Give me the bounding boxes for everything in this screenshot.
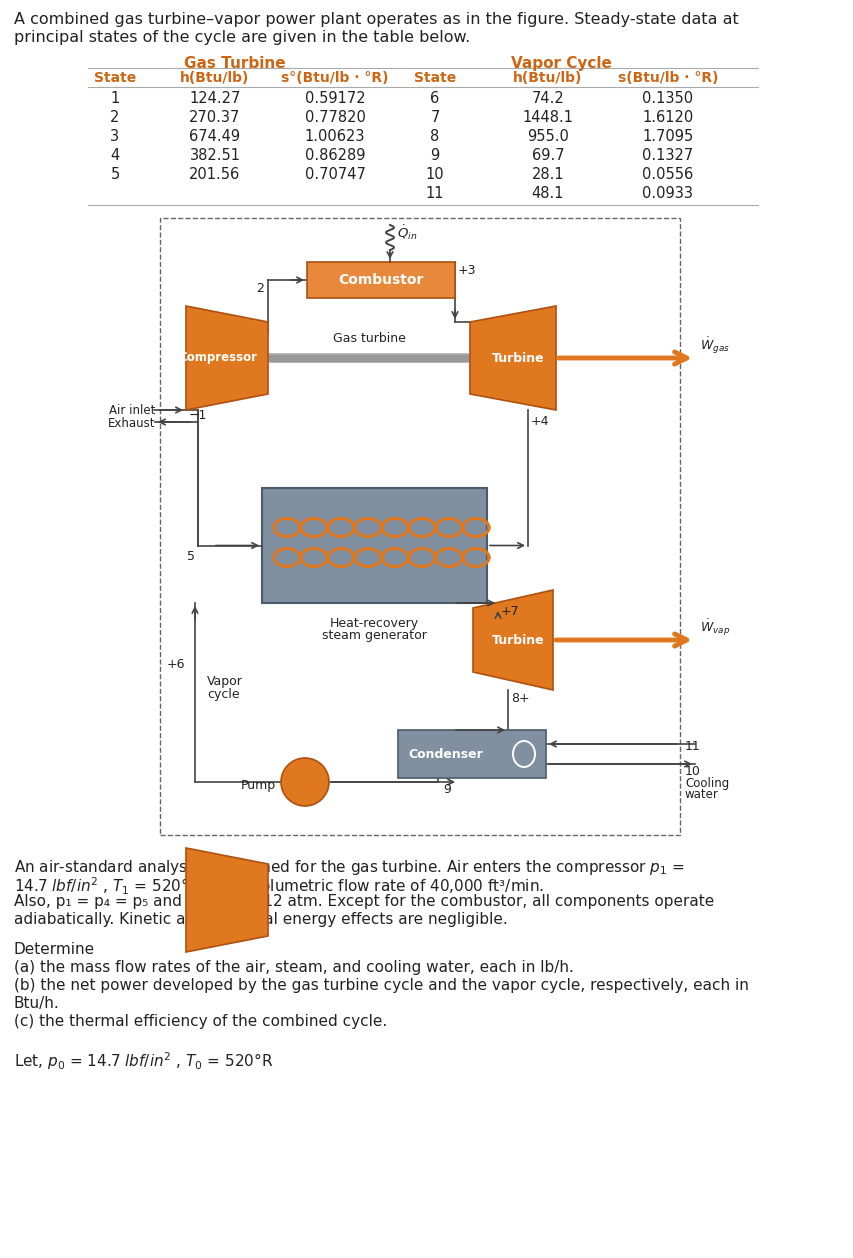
Text: (a) the mass flow rates of the air, steam, and cooling water, each in lb/h.: (a) the mass flow rates of the air, stea… bbox=[14, 960, 573, 975]
Text: Combustor: Combustor bbox=[338, 273, 423, 287]
Text: 7: 7 bbox=[430, 109, 439, 125]
Text: 0.0933: 0.0933 bbox=[641, 186, 693, 201]
Text: 270.37: 270.37 bbox=[189, 109, 241, 125]
Text: 28.1: 28.1 bbox=[531, 167, 564, 182]
Text: Condenser: Condenser bbox=[408, 747, 483, 761]
Text: 2: 2 bbox=[110, 109, 119, 125]
Text: 674.49: 674.49 bbox=[189, 130, 241, 143]
Text: 1448.1: 1448.1 bbox=[522, 109, 573, 125]
Text: 1.7095: 1.7095 bbox=[641, 130, 693, 143]
Text: 8+: 8+ bbox=[510, 692, 529, 704]
Text: 69.7: 69.7 bbox=[531, 148, 564, 164]
Text: 0.70747: 0.70747 bbox=[305, 167, 365, 182]
Text: 4: 4 bbox=[110, 148, 119, 164]
Polygon shape bbox=[473, 590, 553, 689]
Text: $\dot{W}_{vap}$: $\dot{W}_{vap}$ bbox=[699, 618, 729, 638]
FancyBboxPatch shape bbox=[397, 730, 545, 777]
Text: 11: 11 bbox=[684, 740, 700, 754]
Text: +3: +3 bbox=[457, 264, 476, 277]
Text: 9: 9 bbox=[430, 148, 439, 164]
Text: cycle: cycle bbox=[206, 688, 240, 701]
Text: 3: 3 bbox=[110, 130, 119, 143]
Text: h(Btu/lb): h(Btu/lb) bbox=[180, 70, 249, 86]
Text: Vapor Cycle: Vapor Cycle bbox=[510, 57, 612, 70]
Text: State: State bbox=[414, 70, 456, 86]
Text: 382.51: 382.51 bbox=[189, 148, 241, 164]
Text: Gas turbine: Gas turbine bbox=[332, 332, 405, 345]
Text: Also, p₁ = p₄ = p₅ and p₂ = p₃ = 12 atm. Except for the combustor, all component: Also, p₁ = p₄ = p₅ and p₂ = p₃ = 12 atm.… bbox=[14, 894, 713, 910]
FancyBboxPatch shape bbox=[262, 488, 486, 603]
Text: 9: 9 bbox=[443, 782, 450, 796]
Text: 5: 5 bbox=[187, 551, 194, 564]
Text: 10: 10 bbox=[425, 167, 444, 182]
Text: s°(Btu/lb · °R): s°(Btu/lb · °R) bbox=[281, 70, 388, 86]
Polygon shape bbox=[469, 306, 555, 410]
Text: 8: 8 bbox=[430, 130, 439, 143]
Text: 74.2: 74.2 bbox=[531, 91, 564, 106]
Text: 1: 1 bbox=[110, 91, 119, 106]
Polygon shape bbox=[186, 306, 268, 410]
Text: State: State bbox=[94, 70, 136, 86]
Text: 0.59172: 0.59172 bbox=[305, 91, 365, 106]
Text: 1.00623: 1.00623 bbox=[305, 130, 365, 143]
Text: adiabatically. Kinetic and potential energy effects are negligible.: adiabatically. Kinetic and potential ene… bbox=[14, 912, 508, 927]
Text: principal states of the cycle are given in the table below.: principal states of the cycle are given … bbox=[14, 30, 470, 45]
Text: 6: 6 bbox=[430, 91, 439, 106]
Text: Turbine: Turbine bbox=[491, 634, 543, 647]
Text: Determine: Determine bbox=[14, 942, 95, 957]
Text: 124.27: 124.27 bbox=[189, 91, 241, 106]
Text: 0.0556: 0.0556 bbox=[641, 167, 693, 182]
Text: 2: 2 bbox=[256, 282, 264, 294]
Text: 10: 10 bbox=[684, 765, 700, 777]
Text: A combined gas turbine–vapor power plant operates as in the figure. Steady-state: A combined gas turbine–vapor power plant… bbox=[14, 13, 738, 26]
Text: steam generator: steam generator bbox=[322, 629, 426, 642]
Text: 0.1327: 0.1327 bbox=[641, 148, 693, 164]
Text: Compressor: Compressor bbox=[178, 351, 258, 365]
Text: h(Btu/lb): h(Btu/lb) bbox=[513, 70, 582, 86]
Text: $\dot{W}_{gas}$: $\dot{W}_{gas}$ bbox=[699, 336, 729, 356]
Text: Heat-recovery: Heat-recovery bbox=[329, 616, 419, 630]
Polygon shape bbox=[186, 848, 268, 952]
Text: +4: +4 bbox=[531, 415, 548, 428]
Text: 0.1350: 0.1350 bbox=[641, 91, 693, 106]
Text: Exhaust: Exhaust bbox=[107, 416, 154, 430]
Text: Btu/h.: Btu/h. bbox=[14, 996, 60, 1011]
Text: 48.1: 48.1 bbox=[531, 186, 564, 201]
Text: Turbine: Turbine bbox=[491, 351, 543, 365]
Bar bbox=[160, 218, 679, 835]
Text: 0.86289: 0.86289 bbox=[305, 148, 365, 164]
Text: 1.6120: 1.6120 bbox=[641, 109, 693, 125]
Text: +6: +6 bbox=[166, 658, 185, 672]
Text: −1: −1 bbox=[189, 409, 207, 421]
Text: 14.7 $lbf/in^2$ , $T_1$ = 520°R and a volumetric flow rate of 40,000 ft³/min.: 14.7 $lbf/in^2$ , $T_1$ = 520°R and a vo… bbox=[14, 876, 543, 897]
Text: Vapor: Vapor bbox=[206, 676, 242, 688]
Text: An air-standard analysis is assumed for the gas turbine. Air enters the compress: An air-standard analysis is assumed for … bbox=[14, 858, 684, 877]
Text: $\dot{Q}_{in}$: $\dot{Q}_{in}$ bbox=[397, 224, 417, 243]
Text: +7: +7 bbox=[501, 605, 519, 618]
Text: water: water bbox=[684, 788, 718, 801]
Text: Air inlet: Air inlet bbox=[108, 404, 154, 416]
Text: (b) the net power developed by the gas turbine cycle and the vapor cycle, respec: (b) the net power developed by the gas t… bbox=[14, 977, 748, 993]
Text: 0.77820: 0.77820 bbox=[305, 109, 365, 125]
Circle shape bbox=[281, 759, 328, 806]
Text: Let, $p_0$ = 14.7 $lbf/in^2$ , $T_0$ = 520°R: Let, $p_0$ = 14.7 $lbf/in^2$ , $T_0$ = 5… bbox=[14, 1050, 273, 1072]
Text: s(Btu/lb · °R): s(Btu/lb · °R) bbox=[617, 70, 717, 86]
Text: Gas Turbine: Gas Turbine bbox=[184, 57, 286, 70]
Text: 201.56: 201.56 bbox=[189, 167, 241, 182]
Text: 11: 11 bbox=[426, 186, 444, 201]
Text: 955.0: 955.0 bbox=[526, 130, 568, 143]
Text: Pump: Pump bbox=[241, 779, 276, 791]
Text: (c) the thermal efficiency of the combined cycle.: (c) the thermal efficiency of the combin… bbox=[14, 1014, 386, 1029]
Text: 5: 5 bbox=[110, 167, 119, 182]
FancyBboxPatch shape bbox=[306, 262, 455, 298]
Text: Cooling: Cooling bbox=[684, 777, 728, 790]
